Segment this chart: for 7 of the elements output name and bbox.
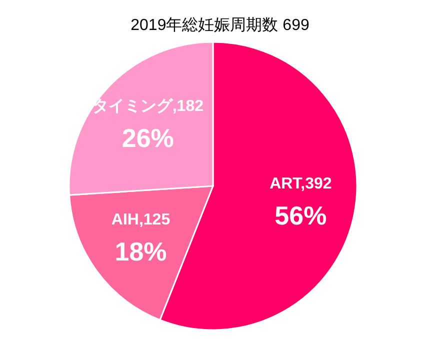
data-label: 56%: [274, 200, 327, 231]
slice-label: AIH,125: [111, 211, 170, 228]
data-label: 26%: [122, 122, 174, 153]
chart-title: 2019年総妊娠周期数 699: [130, 16, 310, 34]
slice-label: ART,392: [270, 176, 332, 193]
slice-label: タイミング,182: [92, 98, 204, 115]
data-label: 18%: [114, 236, 167, 266]
